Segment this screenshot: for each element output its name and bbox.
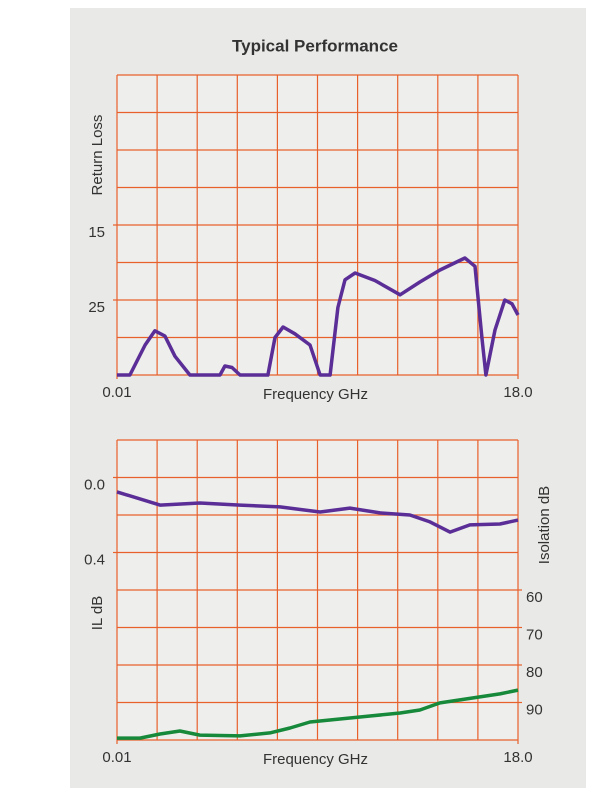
y2-tick-label: 60 [526, 589, 543, 606]
y2-tick-label: 80 [526, 664, 543, 681]
x-tick-label: 18.0 [503, 749, 532, 766]
y2-axis-label: Isolation dB [536, 486, 553, 564]
y-axis-label: IL dB [89, 596, 106, 630]
x-axis-label: Frequency GHz [263, 751, 368, 768]
x-tick-label: 0.01 [102, 384, 131, 401]
y-tick-label: 0.4 [84, 551, 105, 568]
data-line [117, 688, 519, 740]
y-tick-label: 15 [88, 224, 105, 241]
x-axis-label: Frequency GHz [263, 386, 368, 403]
page-title: Typical Performance [232, 36, 398, 55]
data-line [117, 256, 520, 377]
y-axis-label: Return Loss [89, 115, 106, 196]
y-tick-label: 25 [88, 299, 105, 316]
data-line [116, 490, 519, 534]
x-tick-label: 18.0 [503, 384, 532, 401]
y2-tick-label: 70 [526, 626, 543, 643]
x-tick-label: 0.01 [102, 749, 131, 766]
y2-tick-label: 90 [526, 701, 543, 718]
y-tick-label: 0.0 [84, 476, 105, 493]
